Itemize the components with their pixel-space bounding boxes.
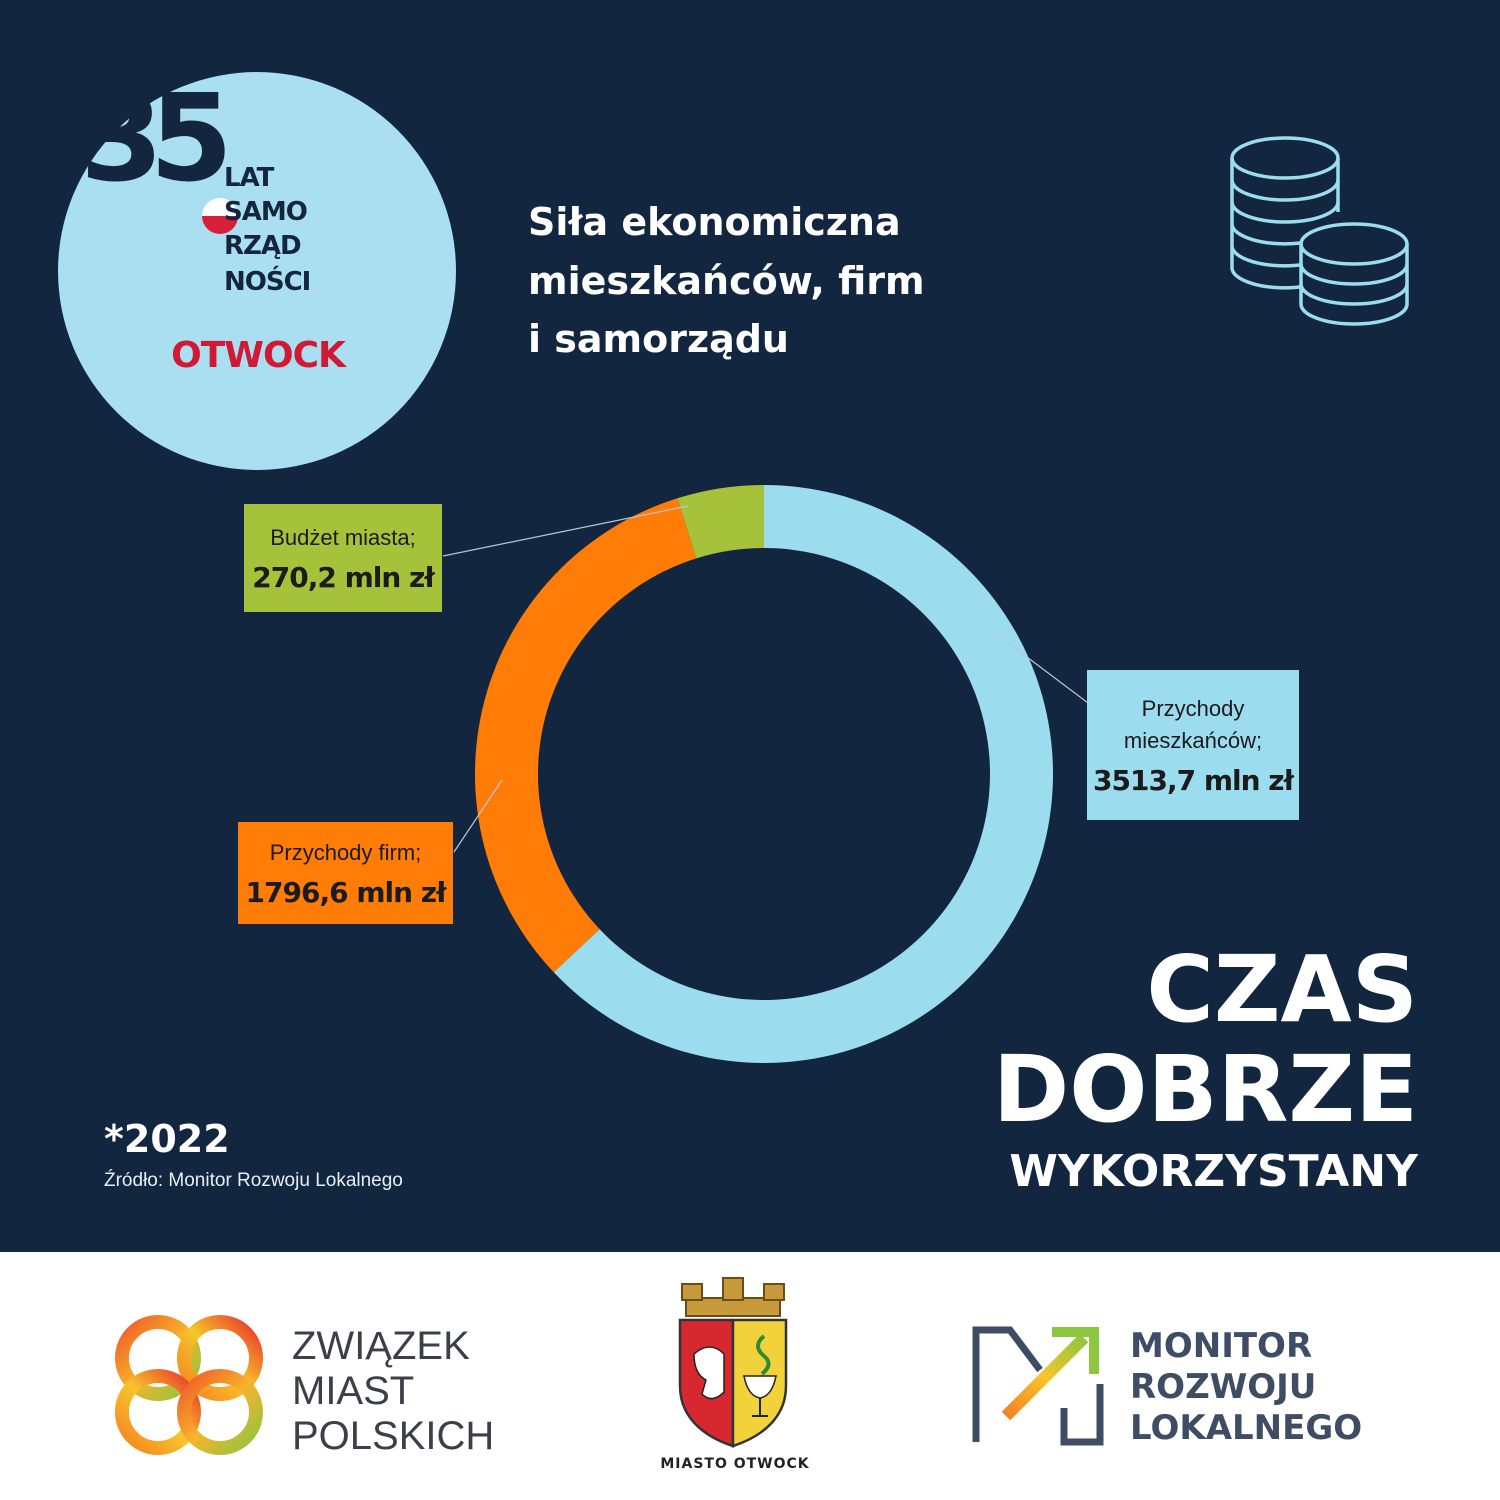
zmp-name-line-3: POLSKICH <box>292 1413 495 1458</box>
data-label-budzet-name: Budżet miasta; <box>270 524 416 550</box>
zmp-name-line-1: ZWIĄZEK <box>292 1324 470 1368</box>
chart-title-line-1: Siła ekonomiczna <box>528 200 901 244</box>
zmp-name: ZWIĄZEK MIAST POLSKICH <box>292 1324 494 1458</box>
chart-title-line-2: mieszkańców, firm <box>528 259 925 303</box>
otwock-caption: MIASTO OTWOCK <box>660 1456 810 1472</box>
anniversary-badge <box>58 72 456 470</box>
slogan-line-1: CZAS <box>1146 936 1418 1043</box>
zmp-logo-icon <box>115 1315 263 1455</box>
badge-line-3: RZĄD <box>224 231 302 261</box>
badge-city: OTWOCK <box>171 335 346 376</box>
slogan-line-3: WYKORZYSTANY <box>1009 1146 1418 1197</box>
badge-number: 35 <box>80 70 233 209</box>
data-label-budzet-value: 270,2 mln zł <box>252 561 434 595</box>
mrl-name-line-1: MONITOR <box>1130 1326 1313 1366</box>
coins-stack-icon <box>1230 136 1409 326</box>
badge-line-4: NOŚCI <box>224 267 311 297</box>
year-note: *2022 <box>104 1117 230 1161</box>
data-label-mieszkancy-name-2: mieszkańców; <box>1123 727 1263 753</box>
slogan-line-2: DOBRZE <box>992 1036 1418 1143</box>
donut-slice-budzet <box>677 485 764 559</box>
data-label-firmy-name: Przychody firm; <box>269 839 422 865</box>
leader-line-firmy <box>453 779 503 853</box>
data-label-firmy-value: 1796,6 mln zł <box>245 876 447 910</box>
donut-slice-firmy <box>475 498 697 973</box>
polish-flag-icon <box>202 198 238 234</box>
donut-chart <box>442 485 1101 1063</box>
mrl-name: MONITOR ROZWOJU LOKALNEGO <box>1130 1326 1362 1448</box>
leader-line-budzet <box>442 505 689 557</box>
badge-line-1: LAT <box>224 163 274 193</box>
source-note: Źródło: Monitor Rozwoju Lokalnego <box>104 1170 403 1191</box>
data-label-mieszkancy-name-1: Przychody <box>1141 695 1245 721</box>
badge-line-2: SAMO <box>224 197 308 227</box>
zmp-name-line-2: MIAST <box>292 1368 415 1413</box>
leader-line-mieszkancy <box>994 632 1101 713</box>
mrl-name-line-2: ROZWOJU <box>1130 1366 1317 1407</box>
donut-slice-mieszkancy <box>553 485 1053 1063</box>
mrl-logo-icon <box>972 1326 1104 1446</box>
data-label-mieszkancy: Przychody mieszkańców; 3513,7 mln zł <box>1087 670 1299 820</box>
mrl-name-line-3: LOKALNEGO <box>1130 1407 1363 1448</box>
data-label-mieszkancy-value: 3513,7 mln zł <box>1093 764 1294 798</box>
chart-title-line-3: i samorządu <box>528 317 789 361</box>
otwock-coat-of-arms-icon <box>678 1277 788 1448</box>
data-label-firmy: Przychody firm; 1796,6 mln zł <box>238 822 453 924</box>
data-label-budzet: Budżet miasta; 270,2 mln zł <box>244 504 442 612</box>
